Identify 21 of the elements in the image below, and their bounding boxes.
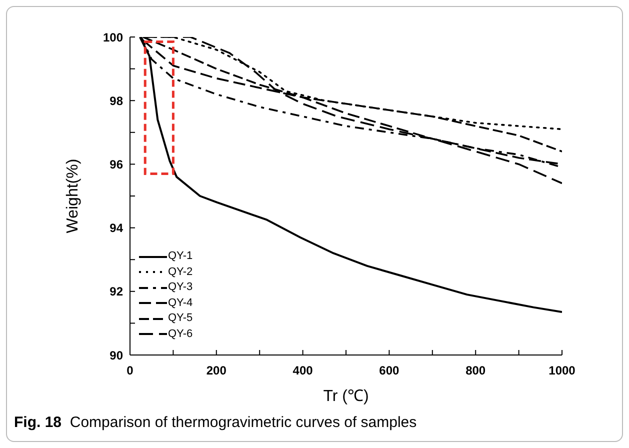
legend-label: QY-4 xyxy=(168,296,193,310)
x-tick-label: 400 xyxy=(292,364,314,378)
legend-label: QY-2 xyxy=(168,264,193,280)
y-tick-label: 98 xyxy=(110,94,124,108)
legend-label: QY-3 xyxy=(168,280,193,295)
x-tick-label: 1000 xyxy=(548,364,576,378)
y-axis-title: Weight(%) xyxy=(64,158,82,234)
x-tick-label: 800 xyxy=(466,364,486,378)
y-tick-label: 92 xyxy=(110,284,124,299)
x-axis-title: Tr (℃) xyxy=(323,388,369,405)
x-tick-label: 600 xyxy=(379,364,400,378)
x-tick-label: 200 xyxy=(206,364,227,378)
y-tick-label: 96 xyxy=(110,157,124,172)
x-tick-label: 0 xyxy=(126,364,134,378)
legend-label: QY-1 xyxy=(168,249,193,264)
y-tick-label: 90 xyxy=(110,348,124,362)
caption: Fig. 18 Comparison of thermogravimetric curves of samples xyxy=(14,414,417,431)
y-tick-label: 100 xyxy=(102,30,124,44)
legend-label: QY-6 xyxy=(168,326,193,342)
legend-label: QY-5 xyxy=(168,311,193,326)
y-tick-label: 94 xyxy=(110,221,124,236)
